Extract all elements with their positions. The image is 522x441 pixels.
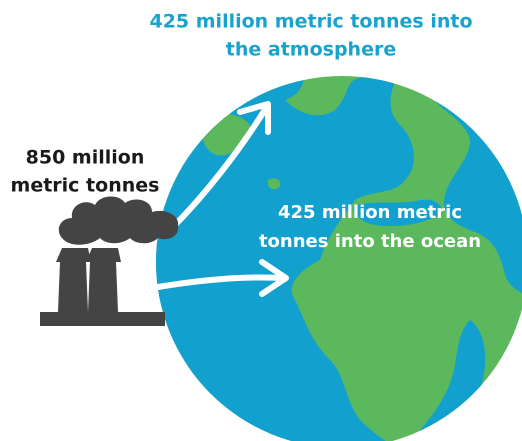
arrowhead [237,101,271,135]
chimney [86,248,121,312]
factory-base [40,312,165,326]
label-line: metric tonnes [11,175,160,197]
emissions-label: 850 million metric tonnes [11,147,160,197]
arrowhead [259,259,289,297]
atmosphere-label: 425 million metric tonnes into the atmos… [149,11,472,61]
label-line: 425 million metric [278,202,462,223]
chimney [56,248,91,312]
arrow-atmosphere [169,105,269,231]
globe [156,76,522,441]
ocean [353,199,442,227]
smoke [58,196,179,245]
ocean-label: 425 million metric tonnes into the ocean [259,202,481,252]
label-line: the atmosphere [226,39,396,61]
factory [40,196,179,326]
label-line: tonnes into the ocean [259,231,481,252]
arrow-ocean [155,274,285,290]
island [267,178,281,190]
arrows [155,101,289,297]
label-line: 425 million metric tonnes into [149,11,472,33]
label-line: 850 million [26,147,145,169]
ocean [156,76,420,441]
